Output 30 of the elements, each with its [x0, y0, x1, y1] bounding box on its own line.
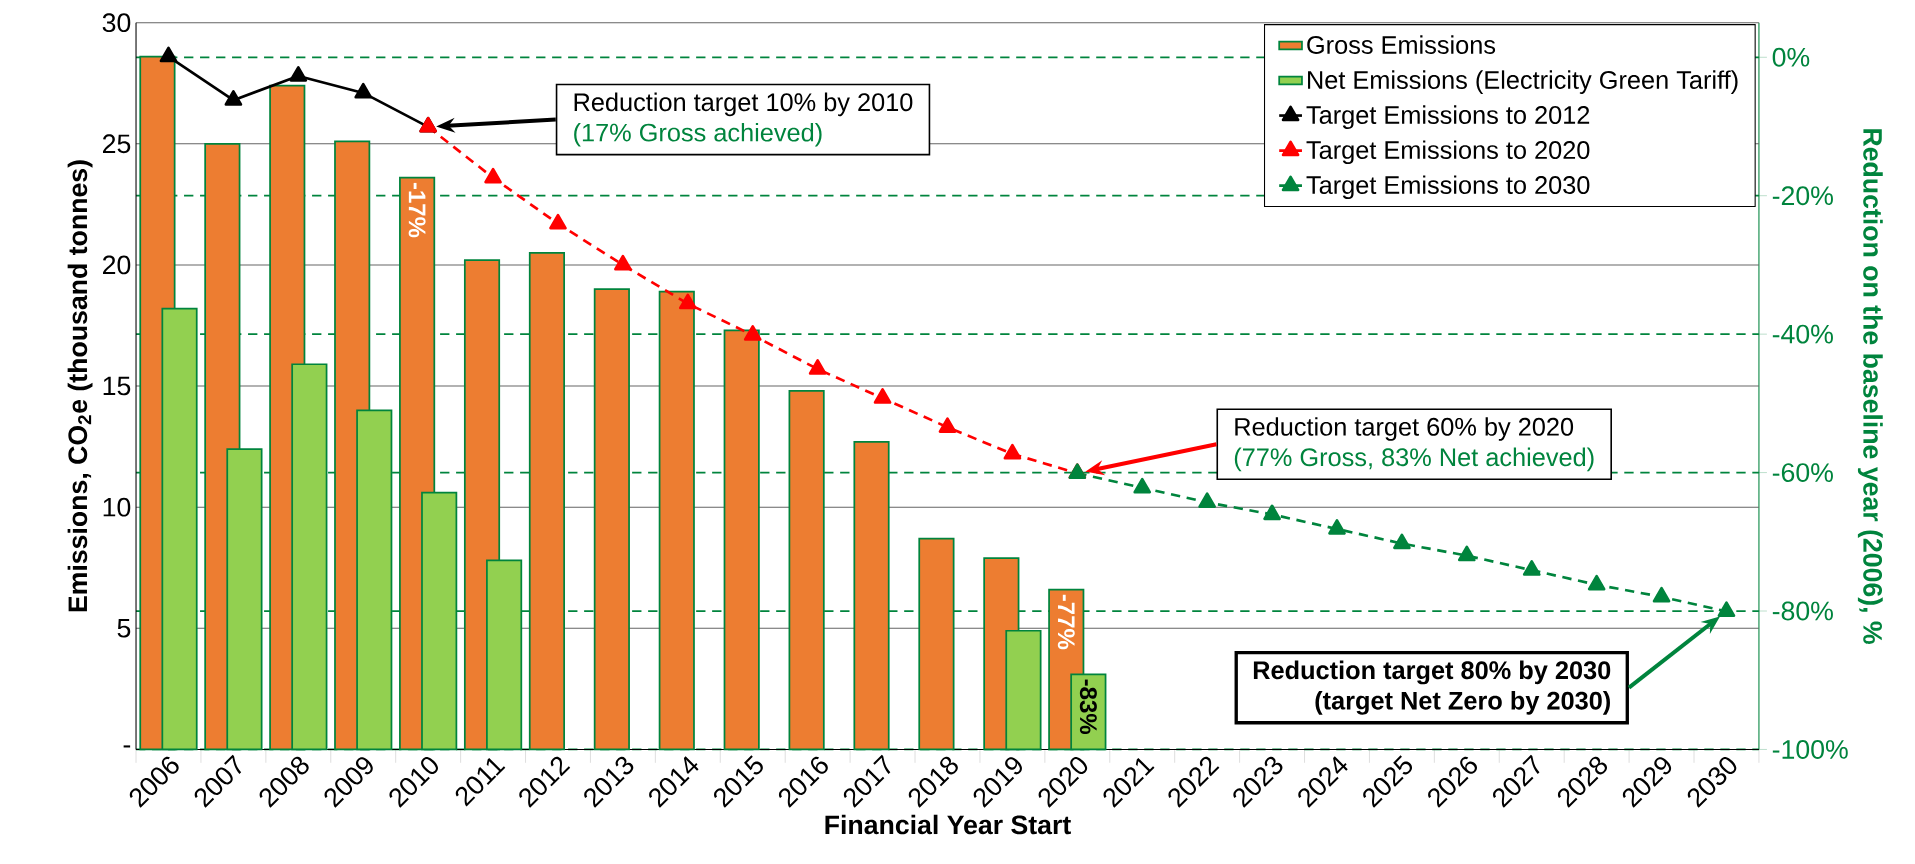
x-axis-title: Financial Year Start	[825, 814, 1071, 835]
y-tick-label: 25	[102, 134, 131, 154]
y2-tick-label: -100%	[1772, 739, 1848, 759]
y2-tick-label: 0%	[1772, 47, 1810, 67]
legend-label: Target Emissions to 2012	[1306, 105, 1590, 129]
annotation: -77%	[1057, 594, 1075, 650]
annotation: Reduction target 60% by 2020	[1235, 417, 1574, 441]
annotation: (77% Gross, 83% Net achieved)	[1234, 447, 1594, 472]
annotation: -83%	[1079, 679, 1097, 734]
y2-tick-label: -80%	[1772, 601, 1833, 621]
annotation: Reduction target 80% by 2030	[1253, 660, 1611, 685]
annotation: (target Net Zero by 2030)	[1315, 690, 1610, 715]
annotation: Reduction target 10% by 2010	[574, 92, 913, 117]
y2-tick-label: -60%	[1772, 463, 1833, 482]
y2-axis-title: Reduction on the baseline year (2006), %	[1857, 129, 1883, 644]
y2-tick-label: -40%	[1772, 324, 1833, 344]
y2-tick-label: -20%	[1772, 186, 1833, 206]
y-tick-label: 30	[102, 13, 131, 33]
y-tick-label: -	[123, 745, 131, 748]
y-axis-title: Emissions, CO$_{2}$e (thousand tonnes)	[67, 160, 93, 612]
y-tick-label: 15	[103, 376, 131, 396]
y-tick-label: 20	[102, 255, 131, 275]
legend-label: Gross Emissions	[1307, 35, 1496, 54]
legend-label: Target Emissions to 2020	[1306, 140, 1590, 164]
y-tick-label: 5	[117, 618, 131, 638]
y-tick-label: 10	[103, 497, 131, 517]
annotation: (17% Gross achieved)	[574, 122, 822, 147]
legend-label: Net Emissions (Electricity Green Tariff)	[1308, 70, 1738, 94]
legend-label: Target Emissions to 2030	[1306, 175, 1590, 199]
annotation: -17%	[408, 182, 426, 238]
